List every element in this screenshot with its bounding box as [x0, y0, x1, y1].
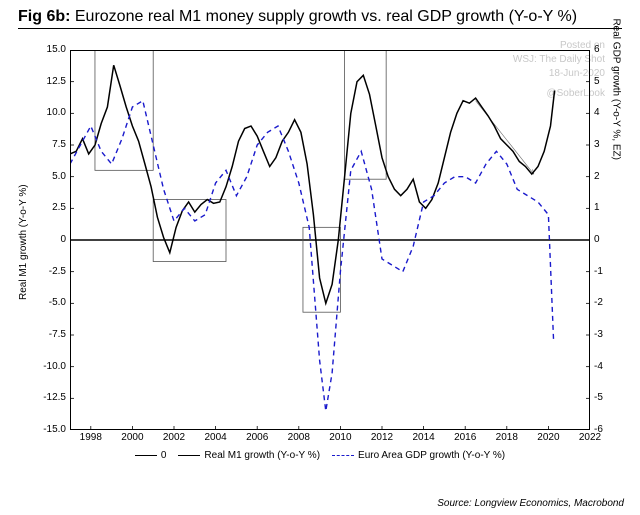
y-left-tick: 12.5 — [26, 76, 66, 87]
y-right-tick: 1 — [594, 202, 634, 213]
y-left-tick: 5.0 — [26, 171, 66, 182]
legend-item: 0 — [135, 450, 167, 461]
title-prefix: Fig 6b: — [18, 8, 70, 25]
x-tick: 2010 — [325, 432, 355, 443]
y-right-tick: 2 — [594, 171, 634, 182]
x-tick: 2016 — [450, 432, 480, 443]
legend-label: 0 — [161, 450, 167, 461]
y-right-tick: -1 — [594, 266, 634, 277]
title-rest: Eurozone real M1 money supply growth vs.… — [70, 8, 577, 25]
y-right-tick: -4 — [594, 361, 634, 372]
x-tick: 2014 — [409, 432, 439, 443]
legend-swatch — [135, 455, 157, 456]
chart-plot-area — [70, 50, 590, 430]
x-tick: 2000 — [117, 432, 147, 443]
legend-swatch — [332, 455, 354, 456]
y-left-tick: -2.5 — [26, 266, 66, 277]
y-right-tick: 6 — [594, 44, 634, 55]
y-right-tick: 3 — [594, 139, 634, 150]
chart-legend: 0 Real M1 growth (Y-o-Y %) Euro Area GDP g… — [0, 448, 640, 461]
legend-label: Real M1 growth (Y-o-Y %) — [204, 450, 320, 461]
y-left-tick: -7.5 — [26, 329, 66, 340]
x-tick: 2012 — [367, 432, 397, 443]
x-tick: 2020 — [533, 432, 563, 443]
x-tick: 2008 — [284, 432, 314, 443]
source-attribution: Source: Longview Economics, Macrobond — [437, 498, 624, 509]
y-right-tick: -2 — [594, 297, 634, 308]
y-left-tick: 2.5 — [26, 202, 66, 213]
y-right-tick: 5 — [594, 76, 634, 87]
y-left-tick: 7.5 — [26, 139, 66, 150]
y-right-tick: -5 — [594, 392, 634, 403]
figure-container: Fig 6b: Eurozone real M1 money supply gr… — [0, 0, 640, 515]
legend-swatch — [178, 455, 200, 456]
x-tick: 1998 — [76, 432, 106, 443]
x-tick: 2006 — [242, 432, 272, 443]
legend-item: Real M1 growth (Y-o-Y %) — [178, 450, 320, 461]
y-left-tick: -10.0 — [26, 361, 66, 372]
y-left-tick: -5.0 — [26, 297, 66, 308]
legend-label: Euro Area GDP growth (Y-o-Y %) — [358, 450, 505, 461]
chart-title: Fig 6b: Eurozone real M1 money supply gr… — [18, 8, 622, 29]
x-tick: 2022 — [575, 432, 605, 443]
y-right-tick: 0 — [594, 234, 634, 245]
x-tick: 2018 — [492, 432, 522, 443]
legend-item: Euro Area GDP growth (Y-o-Y %) — [332, 450, 505, 461]
y-left-tick: 15.0 — [26, 44, 66, 55]
y-left-tick: -15.0 — [26, 424, 66, 435]
y-right-tick: 4 — [594, 107, 634, 118]
y-left-tick: 10.0 — [26, 107, 66, 118]
y-left-tick: -12.5 — [26, 392, 66, 403]
y-right-tick: -3 — [594, 329, 634, 340]
x-tick: 2004 — [201, 432, 231, 443]
y-left-tick: 0 — [26, 234, 66, 245]
x-tick: 2002 — [159, 432, 189, 443]
